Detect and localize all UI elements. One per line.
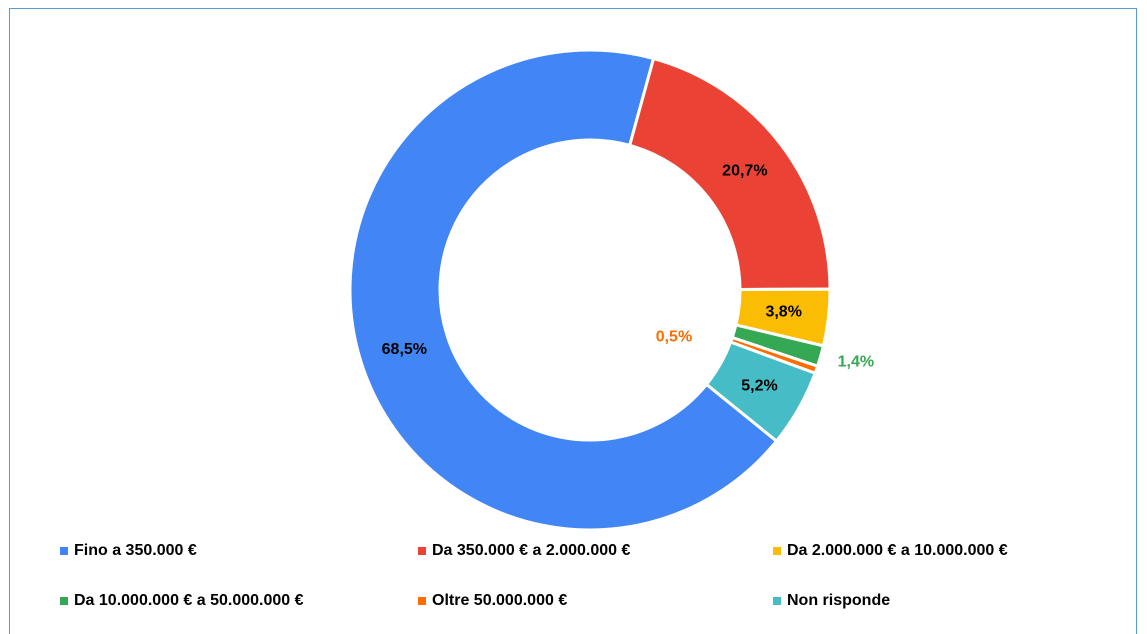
data-label: 5,2% <box>741 378 777 395</box>
data-label: 0,5% <box>656 328 692 345</box>
data-label: 68,5% <box>382 341 427 358</box>
slice <box>704 340 818 444</box>
legend-marker <box>60 547 68 555</box>
legend-label: Da 2.000.000 € a 10.000.000 € <box>787 542 1008 559</box>
slice <box>348 48 779 532</box>
slice <box>627 56 832 291</box>
data-label: 3,8% <box>765 304 801 321</box>
legend-marker <box>418 547 426 555</box>
data-label: 1,4% <box>838 353 874 370</box>
chart-frame <box>9 8 1137 634</box>
data-label: 20,7% <box>722 163 767 180</box>
legend-marker <box>60 597 68 605</box>
legend-label: Fino a 350.000 € <box>74 542 197 559</box>
legend-label: Non risponde <box>787 592 890 609</box>
legend-label: Da 10.000.000 € a 50.000.000 € <box>74 592 304 609</box>
legend-label: Da 350.000 € a 2.000.000 € <box>432 542 630 559</box>
legend-marker <box>418 597 426 605</box>
legend-label: Oltre 50.000.000 € <box>432 592 567 609</box>
legend-marker <box>773 597 781 605</box>
legend-marker <box>773 547 781 555</box>
